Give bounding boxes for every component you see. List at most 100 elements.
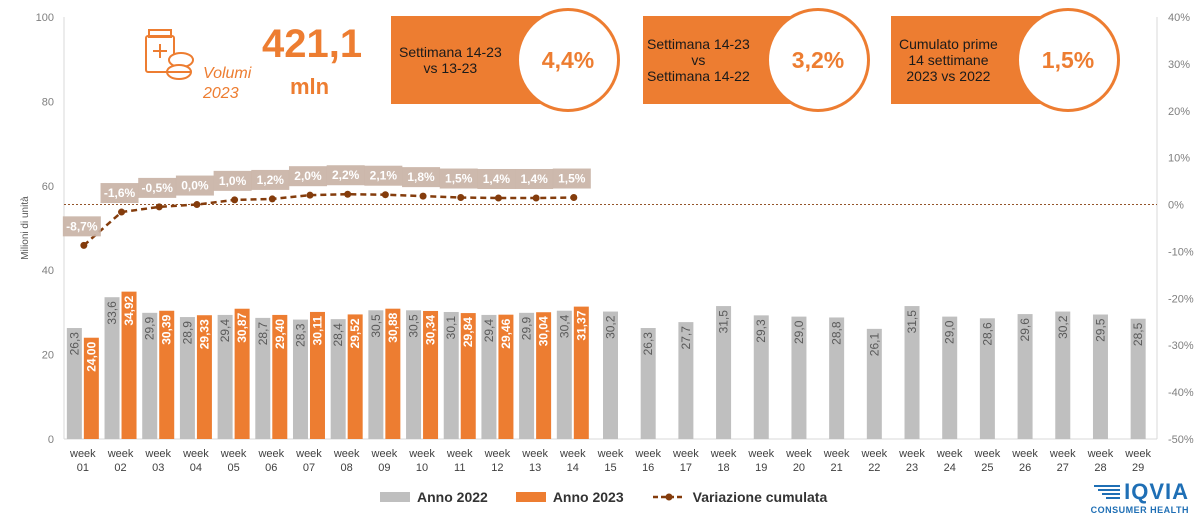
variation-label: 1,8% xyxy=(407,170,435,184)
bar-2022 xyxy=(481,314,497,439)
x-tick-label: week xyxy=(974,448,1001,460)
bar-2023-label: 30,04 xyxy=(537,316,551,346)
bar-2022-label: 30,5 xyxy=(369,314,383,338)
x-tick-label: 15 xyxy=(604,462,616,474)
bar-2022-label: 29,0 xyxy=(943,320,957,344)
x-tick-label: 26 xyxy=(1019,462,1031,474)
bar-2022-label: 29,6 xyxy=(1018,318,1032,342)
x-tick-label: week xyxy=(333,448,360,460)
x-tick-label: week xyxy=(295,448,322,460)
variation-label: 1,5% xyxy=(445,172,473,186)
bar-2022 xyxy=(292,319,308,439)
x-tick-label: 20 xyxy=(793,462,805,474)
bar-2022 xyxy=(640,328,656,439)
bar-2022-label: 29,9 xyxy=(520,316,534,340)
bar-2022-label: 29,4 xyxy=(218,319,232,343)
variation-point xyxy=(268,195,276,203)
bar-2022 xyxy=(406,310,422,439)
bar-2022-label: 28,4 xyxy=(331,323,345,347)
bar-2022 xyxy=(603,311,618,439)
x-tick-label: week xyxy=(521,448,548,460)
x-tick-label: 01 xyxy=(77,462,89,474)
y2-tick-label: -20% xyxy=(1168,293,1194,305)
bar-2023 xyxy=(536,312,552,439)
bar-2022-label: 26,1 xyxy=(867,333,881,357)
x-tick-label: 12 xyxy=(491,462,503,474)
legend-label: Anno 2022 xyxy=(417,489,488,505)
variation-label-box xyxy=(477,168,516,189)
bar-2023 xyxy=(234,308,250,439)
bar-2023 xyxy=(159,310,175,439)
x-tick-label: 22 xyxy=(868,462,880,474)
bar-2022 xyxy=(942,316,958,439)
variation-label-box xyxy=(552,168,591,189)
variation-label-box xyxy=(251,169,290,190)
x-tick-label: week xyxy=(559,448,586,460)
legend-swatch-orange xyxy=(515,492,546,502)
variation-label-box xyxy=(100,183,139,204)
x-tick-label: week xyxy=(936,448,963,460)
x-tick-label: week xyxy=(408,448,435,460)
legend-item-2022: Anno 2022 xyxy=(380,489,488,505)
bar-2023-label: 29,33 xyxy=(197,319,211,349)
x-tick-label: 17 xyxy=(680,462,692,474)
y2-tick-label: -30% xyxy=(1168,340,1194,352)
x-tick-label: week xyxy=(484,448,511,460)
y-tick-label: 100 xyxy=(36,12,54,24)
variation-label: -8,7% xyxy=(66,219,98,233)
bar-2022-label: 31,5 xyxy=(717,310,731,334)
variation-label-box xyxy=(364,165,403,186)
x-tick-label: 04 xyxy=(190,462,202,474)
bar-2022-label: 29,3 xyxy=(754,319,768,343)
x-tick-label: 10 xyxy=(416,462,428,474)
variation-label: 1,5% xyxy=(558,172,586,186)
variation-label-box xyxy=(138,177,177,198)
variation-label: 1,0% xyxy=(219,174,247,188)
bar-2023-label: 30,39 xyxy=(160,314,174,344)
legend-line-icon xyxy=(652,493,685,501)
legend-label: Anno 2023 xyxy=(552,489,624,505)
bar-2023-label: 24,00 xyxy=(84,341,98,371)
bar-2022-label: 28,3 xyxy=(293,323,307,347)
bar-2023-label: 30,34 xyxy=(424,315,438,345)
bar-2022-label: 29,9 xyxy=(143,316,157,340)
bar-2022-label: 27,7 xyxy=(679,326,693,350)
x-tick-label: week xyxy=(182,448,209,460)
x-tick-label: week xyxy=(1087,448,1114,460)
variation-point xyxy=(457,194,465,202)
bar-2022 xyxy=(66,328,82,439)
kpi-text: Cumulato prime 14 settimane 2023 vs 2022 xyxy=(899,36,998,84)
bar-2022 xyxy=(866,328,882,439)
variation-label-box xyxy=(288,166,327,187)
x-tick-label: week xyxy=(1124,448,1151,460)
bar-2023 xyxy=(347,314,363,439)
legend-label: Variazione cumulata xyxy=(692,489,828,505)
variation-point xyxy=(155,203,163,211)
variation-line xyxy=(83,192,574,247)
x-tick-label: week xyxy=(597,448,624,460)
x-tick-label: week xyxy=(144,448,171,460)
y2-tick-label: 10% xyxy=(1168,153,1190,165)
variation-label: 2,0% xyxy=(294,169,322,183)
x-tick-label: 23 xyxy=(906,462,918,474)
y2-tick-label: 20% xyxy=(1168,106,1190,118)
bar-2022-label: 31,5 xyxy=(905,310,919,334)
y2-tick-label: -50% xyxy=(1168,434,1194,446)
bar-2023 xyxy=(83,337,99,439)
x-tick-label: 05 xyxy=(227,462,239,474)
x-tick-label: week xyxy=(634,448,661,460)
headline-value: 421,1 xyxy=(262,22,363,66)
variation-label-box xyxy=(439,168,478,189)
variation-label: 0,0% xyxy=(181,179,209,193)
bar-2022 xyxy=(142,312,158,439)
logo-sub: CONSUMER HEALTH xyxy=(1090,505,1189,515)
variation-label: -1,6% xyxy=(104,186,136,200)
bar-2022 xyxy=(179,317,195,439)
iqvia-logo: IQVIA CONSUMER HEALTH xyxy=(1091,479,1189,515)
bar-2022-label: 28,9 xyxy=(180,321,194,345)
x-tick-label: 13 xyxy=(529,462,541,474)
bar-2023 xyxy=(385,308,401,439)
y2-tick-label: -10% xyxy=(1168,246,1194,258)
x-tick-label: week xyxy=(785,448,812,460)
y2-tick-label: 0% xyxy=(1168,200,1184,212)
